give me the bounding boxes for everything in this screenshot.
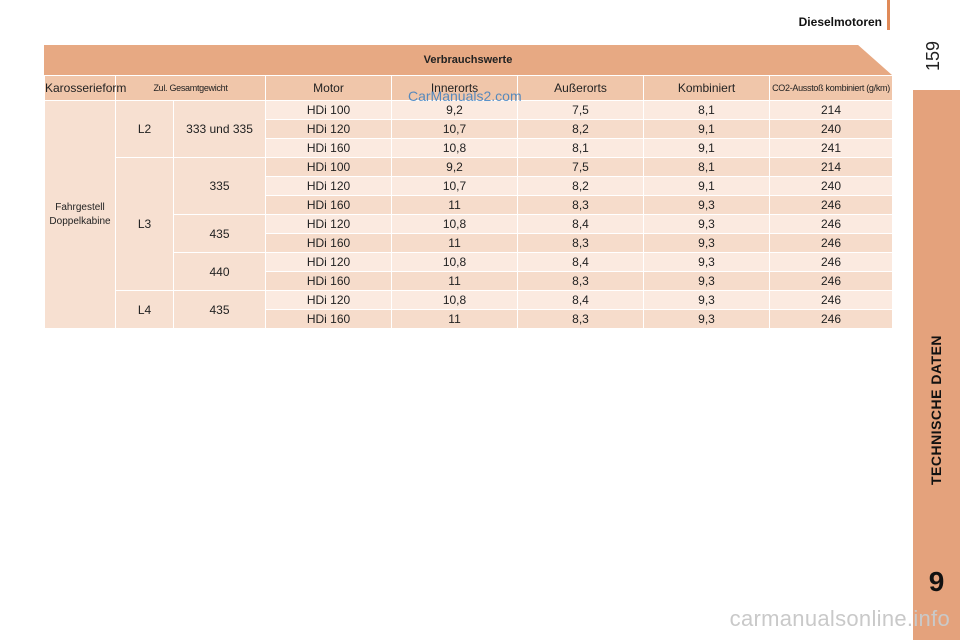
cell-extra-urban: 8,2	[517, 119, 645, 139]
cell-urban: 11	[391, 233, 519, 253]
consumption-table: Verbrauchswerte Karosserieform Zul. Gesa…	[44, 45, 894, 329]
cell-engine: HDi 120	[265, 290, 393, 310]
body-type-line1: Fahrgestell	[55, 201, 105, 213]
cell-urban: 9,2	[391, 157, 519, 177]
cell-urban: 10,8	[391, 138, 519, 158]
table-row: HDi 160 11 8,3 9,3 246	[45, 309, 894, 329]
cell-extra-urban: 7,5	[517, 157, 645, 177]
cell-engine: HDi 160	[265, 309, 393, 329]
cell-urban: 11	[391, 271, 519, 291]
cell-extra-urban: 8,3	[517, 309, 645, 329]
cell-engine: HDi 120	[265, 214, 393, 234]
cell-urban: 10,8	[391, 290, 519, 310]
table-row: HDi 160 11 8,3 9,3 246	[45, 271, 894, 291]
cell-urban: 11	[391, 195, 519, 215]
table-title: Verbrauchswerte	[44, 45, 892, 75]
cell-engine: HDi 160	[265, 195, 393, 215]
cell-extra-urban: 8,4	[517, 214, 645, 234]
cell-extra-urban: 8,3	[517, 233, 645, 253]
cell-combined: 8,1	[643, 100, 771, 120]
col-header-engine: Motor	[265, 75, 393, 101]
cell-extra-urban: 8,3	[517, 195, 645, 215]
cell-combined: 9,3	[643, 309, 771, 329]
cell-gross-weight: 333 und 335	[172, 100, 267, 158]
cell-gross-weight: 435	[172, 290, 267, 329]
cell-combined: 9,3	[643, 233, 771, 253]
table-row: HDi 160 10,8 8,1 9,1 241	[45, 138, 894, 158]
cell-combined: 9,3	[643, 271, 771, 291]
body-type-line2: Doppelkabine	[49, 215, 111, 227]
chapter-number: 9	[928, 566, 945, 597]
cell-co2: 246	[769, 233, 894, 253]
cell-length: L3	[115, 157, 174, 291]
cell-extra-urban: 8,2	[517, 176, 645, 196]
cell-co2: 246	[769, 290, 894, 310]
cell-co2: 246	[769, 271, 894, 291]
cell-urban: 10,8	[391, 252, 519, 272]
table-header-row: Karosserieform Zul. Gesamtgewicht Motor …	[44, 75, 894, 101]
table-row: HDi 160 11 8,3 9,3 246	[45, 233, 894, 253]
cell-combined: 9,1	[643, 138, 771, 158]
cell-combined: 9,3	[643, 195, 771, 215]
col-header-body-type: Karosserieform	[44, 75, 126, 101]
cell-urban: 10,8	[391, 214, 519, 234]
cell-co2: 246	[769, 252, 894, 272]
cell-combined: 8,1	[643, 157, 771, 177]
cell-extra-urban: 8,3	[517, 271, 645, 291]
col-header-combined: Kombiniert	[643, 75, 771, 101]
cell-engine: HDi 120	[265, 119, 393, 139]
col-header-urban: Innerorts	[391, 75, 519, 101]
col-header-gross-weight: Zul. Gesamtgewicht	[114, 75, 267, 101]
table-row: L4 435 HDi 120 10,8 8,4 9,3 246	[45, 290, 894, 329]
cell-body-type: Fahrgestell Doppelkabine	[44, 100, 116, 329]
cell-urban: 10,7	[391, 176, 519, 196]
cell-combined: 9,3	[643, 214, 771, 234]
cell-urban: 11	[391, 309, 519, 329]
cell-co2: 241	[769, 138, 894, 158]
col-header-extra-urban: Außerorts	[517, 75, 645, 101]
cell-combined: 9,3	[643, 290, 771, 310]
cell-extra-urban: 8,4	[517, 252, 645, 272]
cell-extra-urban: 8,1	[517, 138, 645, 158]
chapter-label: TECHNISCHE DATEN	[913, 260, 960, 560]
cell-gross-weight: 335	[172, 157, 267, 215]
cell-length: L4	[115, 290, 174, 329]
cell-combined: 9,3	[643, 252, 771, 272]
cell-co2: 246	[769, 309, 894, 329]
cell-co2: 246	[769, 195, 894, 215]
cell-engine: HDi 160	[265, 138, 393, 158]
table-row: 435 HDi 120 10,8 8,4 9,3 246	[45, 214, 894, 253]
cell-length: L2	[115, 100, 174, 158]
chapter-side-band	[913, 90, 960, 640]
chapter-label-text: TECHNISCHE DATEN	[928, 334, 945, 486]
consumption-grid: Karosserieform Zul. Gesamtgewicht Motor …	[44, 75, 894, 329]
cell-co2: 214	[769, 100, 894, 120]
cell-combined: 9,1	[643, 119, 771, 139]
cell-co2: 240	[769, 119, 894, 139]
cell-engine: HDi 120	[265, 176, 393, 196]
cell-engine: HDi 100	[265, 100, 393, 120]
cell-extra-urban: 8,4	[517, 290, 645, 310]
table-row: L3 335 HDi 100 9,2 7,5 8,1 214	[45, 157, 894, 291]
watermark-carmanuals2: CarManuals2.com	[408, 88, 522, 104]
cell-engine: HDi 160	[265, 271, 393, 291]
cell-urban: 10,7	[391, 119, 519, 139]
cell-gross-weight: 435	[172, 214, 267, 253]
footer-watermark: carmanualsonline.info	[729, 606, 950, 631]
cell-gross-weight: 440	[172, 252, 267, 291]
cell-extra-urban: 7,5	[517, 100, 645, 120]
col-header-co2: CO2-Ausstoß kombiniert (g/km)	[769, 75, 894, 101]
cell-engine: HDi 160	[265, 233, 393, 253]
cell-co2: 214	[769, 157, 894, 177]
page-number: 159	[923, 40, 943, 71]
cell-engine: HDi 100	[265, 157, 393, 177]
header-rule	[887, 0, 890, 30]
table-row: Fahrgestell Doppelkabine L2 333 und 335 HDi …	[44, 100, 894, 329]
cell-combined: 9,1	[643, 176, 771, 196]
cell-co2: 246	[769, 214, 894, 234]
cell-engine: HDi 120	[265, 252, 393, 272]
cell-co2: 240	[769, 176, 894, 196]
section-title: Dieselmotoren	[798, 15, 882, 29]
